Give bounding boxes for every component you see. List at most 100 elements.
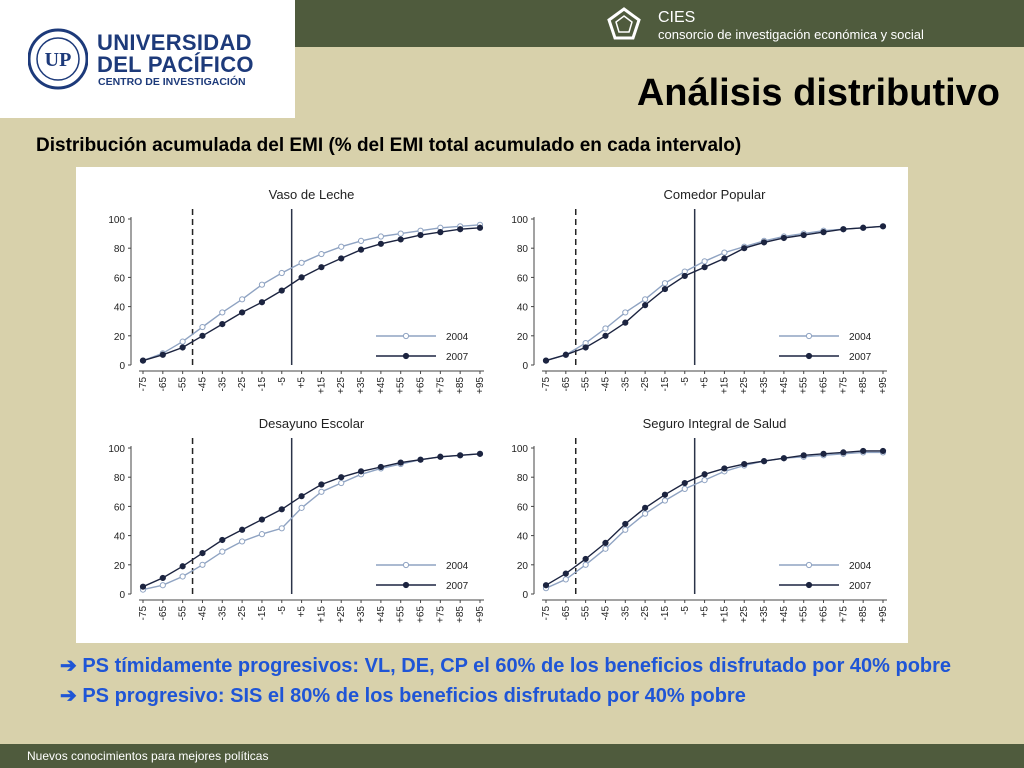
data-point-2007: [800, 452, 807, 459]
data-point-2007: [780, 234, 787, 242]
data-point-2007: [840, 449, 847, 456]
y-tick-label: 80: [517, 244, 529, 255]
svg-text:UP: UP: [45, 49, 72, 71]
x-tick-label: -5: [680, 606, 691, 615]
legend-label: 2007: [849, 581, 872, 592]
x-tick-label: +15: [316, 377, 327, 394]
legend-marker-2007: [402, 581, 410, 589]
legend-marker-2007: [805, 352, 813, 360]
y-tick-label: 0: [522, 361, 528, 372]
x-tick-label: +35: [759, 606, 770, 623]
chart-2: Desayuno Escolar 0 20 40 60 80 100 -75 -65 -55 -45…: [108, 416, 486, 623]
data-point-2007: [582, 344, 589, 351]
data-point-2004: [701, 477, 708, 484]
series-line-2007: [142, 227, 481, 362]
y-tick-label: 60: [517, 273, 529, 284]
data-point-2007: [357, 246, 365, 253]
university-logo: UP UNIVERSIDAD DEL PACÍFICO CENTRO DE IN…: [0, 0, 295, 118]
x-tick-label: +85: [455, 377, 466, 394]
chart-title: Desayuno Escolar: [259, 416, 365, 431]
footer-bar: Nuevos conocimientos para mejores políti…: [0, 744, 1024, 768]
data-point-2004: [397, 230, 404, 237]
x-tick-label: -25: [640, 606, 651, 621]
data-point-2007: [622, 319, 629, 326]
data-point-2007: [457, 452, 464, 459]
arrow-right-icon: ➔: [60, 655, 83, 677]
data-point-2007: [542, 582, 550, 589]
data-point-2004: [219, 548, 226, 555]
data-point-2007: [219, 321, 226, 328]
chart-0: Vaso de Leche 0 20 40 60 80 100 -75 -65 -55 -45 -35…: [108, 187, 486, 394]
series-line-2004: [142, 224, 481, 362]
x-tick-label: -25: [640, 377, 651, 392]
data-point-2007: [199, 332, 206, 339]
x-tick-label: +35: [759, 377, 770, 394]
data-point-2004: [661, 497, 669, 504]
x-tick-label: -55: [581, 377, 592, 392]
data-point-2007: [377, 240, 384, 247]
series-line-2007: [545, 225, 884, 362]
data-point-2007: [860, 447, 867, 455]
bullet-list: ➔ PS tímidamente progresivos: VL, DE, CP…: [60, 651, 960, 711]
data-point-2004: [219, 309, 226, 316]
legend-label: 2007: [446, 352, 469, 363]
x-tick-label: -75: [138, 606, 149, 621]
x-tick-label: -5: [277, 606, 288, 615]
x-tick-label: +15: [719, 377, 730, 394]
data-point-2007: [542, 357, 550, 364]
legend-marker-2004: [402, 332, 410, 340]
series-line-2007: [545, 450, 883, 586]
data-point-2004: [278, 525, 285, 532]
data-point-2004: [338, 479, 345, 487]
y-tick-label: 0: [522, 590, 528, 601]
x-tick-label: +55: [799, 377, 810, 394]
y-tick-label: 100: [108, 444, 125, 455]
data-point-2007: [741, 245, 748, 252]
chart-title: Comedor Popular: [664, 187, 767, 202]
bullet-text: PS progresivo: SIS el 80% de los benefic…: [82, 685, 746, 707]
x-tick-label: -45: [197, 377, 208, 392]
y-tick-label: 60: [517, 502, 529, 513]
data-point-2007: [721, 465, 728, 472]
x-tick-label: -25: [237, 606, 248, 621]
data-point-2007: [258, 299, 266, 306]
data-point-2007: [357, 468, 365, 475]
data-point-2004: [318, 250, 325, 258]
y-tick-label: 100: [108, 215, 125, 226]
data-point-2007: [417, 231, 424, 239]
x-tick-label: -45: [197, 606, 208, 621]
data-point-2007: [879, 223, 887, 230]
data-point-2007: [602, 332, 609, 339]
data-point-2007: [179, 563, 186, 570]
data-point-2007: [760, 458, 768, 465]
data-point-2007: [622, 520, 629, 528]
data-point-2007: [562, 351, 569, 358]
x-tick-label: -65: [561, 606, 572, 621]
x-tick-label: -15: [257, 606, 268, 621]
data-point-2007: [318, 481, 325, 488]
cies-name: CIES: [658, 9, 696, 26]
bullet-item: ➔ PS progresivo: SIS el 80% de los benef…: [60, 681, 960, 711]
x-tick-label: +35: [356, 377, 367, 394]
data-point-2004: [258, 281, 266, 288]
data-point-2004: [318, 488, 325, 495]
data-point-2007: [219, 536, 226, 544]
data-point-2007: [179, 344, 186, 351]
page-subtitle: Distribución acumulada del EMI (% del EM…: [36, 135, 742, 156]
series-line-2004: [545, 451, 883, 589]
data-point-2004: [701, 258, 708, 265]
x-tick-label: -15: [257, 377, 268, 392]
data-point-2004: [562, 576, 569, 583]
data-point-2007: [258, 516, 266, 523]
x-tick-label: +45: [376, 377, 387, 394]
x-tick-label: +15: [719, 606, 730, 623]
legend-label: 2007: [446, 581, 469, 592]
x-tick-label: +45: [376, 606, 387, 623]
data-point-2004: [357, 237, 365, 245]
bullet-text: PS tímidamente progresivos: VL, DE, CP e…: [82, 655, 952, 677]
arrow-right-icon: ➔: [60, 685, 83, 707]
x-tick-label: -35: [620, 606, 631, 621]
data-point-2007: [820, 229, 827, 236]
x-tick-label: -35: [217, 377, 228, 392]
charts-svg: Vaso de Leche 0 20 40 60 80 100 -75 -65 -55 -45 -35…: [108, 187, 889, 623]
